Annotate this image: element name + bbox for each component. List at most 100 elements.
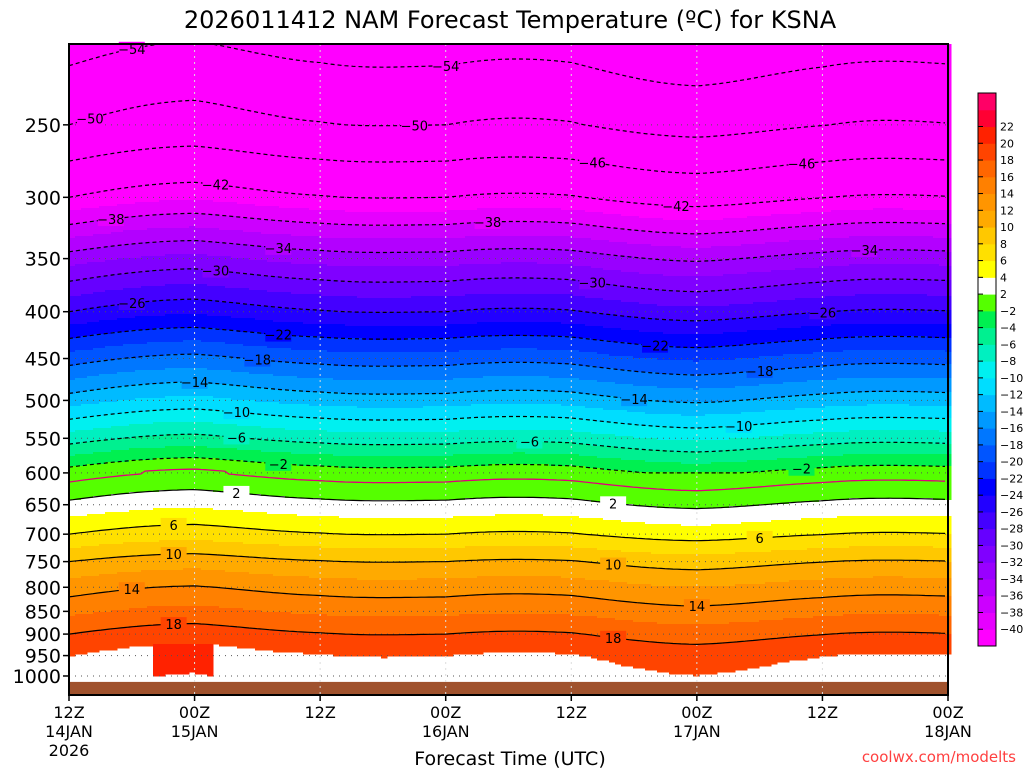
temperature-band <box>879 264 886 281</box>
temperature-band <box>777 582 784 601</box>
temperature-band <box>249 44 256 205</box>
temperature-band <box>237 590 244 609</box>
temperature-band <box>681 306 688 321</box>
temperature-band <box>117 572 124 591</box>
temperature-band <box>381 548 388 563</box>
temperature-band <box>297 236 304 251</box>
temperature-band <box>855 454 862 467</box>
temperature-band <box>267 558 274 575</box>
temperature-band <box>273 292 280 309</box>
temperature-band <box>159 570 166 587</box>
temperature-band <box>573 634 580 655</box>
colorbar-label: −8 <box>1000 355 1016 368</box>
temperature-band <box>693 644 700 677</box>
temperature-band <box>327 210 334 225</box>
temperature-band <box>231 386 238 401</box>
temperature-band <box>891 614 898 633</box>
temperature-band <box>147 510 154 527</box>
temperature-band <box>321 430 328 445</box>
temperature-band <box>459 224 466 239</box>
temperature-band <box>471 44 478 211</box>
temperature-band <box>75 224 82 237</box>
temperature-band <box>669 440 676 453</box>
temperature-band <box>441 338 448 353</box>
temperature-band <box>573 296 580 311</box>
contour-label: −2 <box>792 463 811 478</box>
temperature-band <box>477 222 484 237</box>
temperature-band <box>303 44 310 209</box>
temperature-band <box>153 570 160 589</box>
temperature-band <box>591 394 598 409</box>
temperature-band <box>441 468 448 501</box>
temperature-band <box>87 262 94 279</box>
temperature-band <box>465 516 472 533</box>
temperature-band <box>795 564 802 581</box>
temperature-band <box>783 254 790 271</box>
temperature-band <box>651 218 658 233</box>
temperature-band <box>729 346 736 361</box>
temperature-band <box>819 444 826 457</box>
temperature-band <box>393 456 400 469</box>
temperature-band <box>447 534 454 549</box>
temperature-band <box>933 350 940 365</box>
temperature-band <box>477 594 484 615</box>
temperature-band <box>705 570 712 587</box>
temperature-band <box>891 280 898 295</box>
temperature-band <box>537 454 544 465</box>
temperature-band <box>423 326 430 339</box>
temperature-band <box>717 374 724 389</box>
temperature-band <box>393 380 400 395</box>
temperature-band <box>267 416 274 429</box>
temperature-band <box>189 300 196 315</box>
temperature-band <box>777 384 784 399</box>
temperature-band <box>285 308 292 323</box>
temperature-band <box>711 346 718 361</box>
temperature-band <box>597 536 604 551</box>
temperature-band <box>759 566 766 585</box>
temperature-band <box>459 44 466 211</box>
temperature-band <box>183 300 190 315</box>
temperature-band <box>711 570 718 587</box>
temperature-band <box>513 560 520 577</box>
colorbar-swatch <box>978 444 996 463</box>
colorbar-swatch <box>978 193 996 211</box>
temperature-band <box>387 518 394 535</box>
temperature-band <box>495 594 502 615</box>
temperature-band <box>441 444 448 457</box>
temperature-band <box>75 250 82 265</box>
temperature-band <box>411 224 418 239</box>
colorbar-label: −22 <box>1000 472 1023 485</box>
temperature-band <box>327 364 334 379</box>
temperature-band <box>141 510 148 527</box>
temperature-band <box>261 612 268 631</box>
temperature-band <box>747 472 754 507</box>
temperature-band <box>777 600 784 621</box>
temperature-band <box>741 344 748 359</box>
temperature-band <box>867 336 874 351</box>
temperature-band <box>357 580 364 599</box>
temperature-band <box>501 404 508 417</box>
temperature-band <box>879 594 886 615</box>
temperature-band <box>315 614 322 633</box>
temperature-band <box>213 510 220 527</box>
temperature-band <box>909 44 916 211</box>
temperature-band <box>843 210 850 225</box>
temperature-band <box>363 562 370 581</box>
temperature-band <box>885 208 892 223</box>
temperature-band <box>219 526 226 543</box>
temperature-band <box>123 426 130 439</box>
temperature-band <box>501 498 508 515</box>
temperature-band <box>123 590 130 611</box>
temperature-band <box>891 516 898 533</box>
temperature-band <box>867 250 874 265</box>
temperature-band <box>585 44 592 213</box>
temperature-band <box>273 362 280 377</box>
temperature-band <box>303 594 310 615</box>
temperature-band <box>459 430 466 445</box>
temperature-band <box>687 586 694 607</box>
temperature-band <box>807 562 814 581</box>
temperature-band <box>135 510 142 527</box>
temperature-band <box>873 498 880 517</box>
temperature-band <box>405 312 412 327</box>
temperature-band <box>861 378 868 393</box>
